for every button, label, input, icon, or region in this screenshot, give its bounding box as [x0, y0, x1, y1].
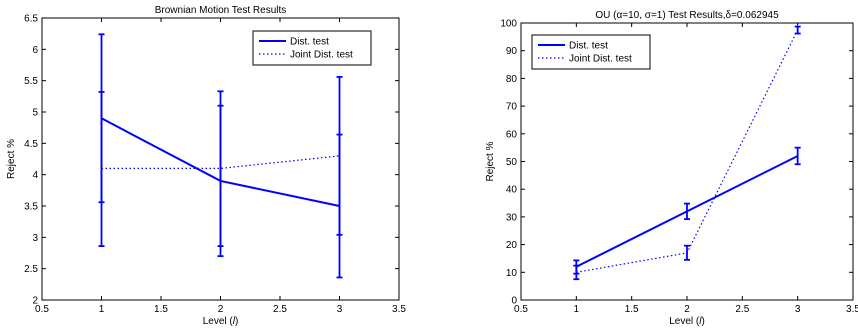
y-tick-label: 10 [506, 268, 518, 279]
x-tick-label: 2.5 [735, 304, 749, 315]
y-tick-label: 4.5 [24, 139, 38, 150]
y-tick-label: 70 [506, 102, 518, 113]
x-axis-label: Level (l) [669, 316, 705, 327]
y-tick-label: 6.5 [24, 14, 38, 25]
y-tick-label: 80 [506, 74, 518, 85]
y-axis-label: Reject % [6, 139, 17, 179]
x-axis-label-end: ) [701, 316, 704, 327]
x-tick-label: 1 [574, 304, 580, 315]
x-tick-label: 1.5 [625, 304, 639, 315]
x-tick-label: 3 [795, 304, 801, 315]
x-axis-label-var: l [233, 316, 236, 327]
x-tick-label: 0.5 [35, 304, 49, 315]
y-tick-label: 3.5 [24, 202, 38, 213]
y-tick-label: 2 [32, 296, 38, 307]
y-tick-label: 90 [506, 46, 518, 57]
y-tick-label: 5.5 [24, 76, 38, 87]
y-tick-label: 20 [506, 240, 518, 251]
chart-title: OU (α=10, σ=1) Test Results,δ=0.062945 [595, 10, 779, 21]
y-tick-label: 50 [506, 157, 518, 168]
y-tick-label: 100 [500, 19, 517, 30]
x-axis-label: Level (l) [203, 316, 239, 327]
x-tick-label: 3.5 [392, 304, 406, 315]
y-tick-label: 6 [32, 45, 38, 56]
y-tick-label: 0 [511, 296, 517, 307]
y-axis-label: Reject % [485, 141, 496, 181]
chart-title: Brownian Motion Test Results [155, 5, 287, 16]
y-tick-label: 30 [506, 212, 518, 223]
x-tick-label: 3.5 [846, 304, 858, 315]
y-tick-label: 3 [32, 233, 38, 244]
x-axis-label-text: Level ( [669, 316, 700, 327]
x-axis-label-end: ) [235, 316, 238, 327]
x-tick-label: 3 [337, 304, 343, 315]
x-tick-label: 2.5 [273, 304, 287, 315]
legend-entry: Joint Dist. test [290, 50, 353, 61]
legend-entry: Dist. test [569, 41, 608, 52]
legend-box [252, 30, 372, 66]
x-tick-label: 0.5 [514, 304, 528, 315]
y-tick-label: 5 [32, 108, 38, 119]
x-axis-label-var: l [699, 316, 702, 327]
legend-box [531, 34, 651, 70]
chart-2: 0.5 1 1.5 2 2.5 3 3.5 0 10 20 30 40 50 60 70 80 90 100 OU … [485, 10, 858, 327]
y-tick-label: 60 [506, 129, 518, 140]
chart-1: 0.5 1 1.5 2 2.5 3 3.5 2 2.5 3 3.5 4 4.5 5 5.5 6 6.5 Brown… [6, 5, 406, 327]
y-tick-label: 4 [32, 170, 38, 181]
y-tick-label: 2.5 [24, 264, 38, 275]
x-axis-label-text: Level ( [203, 316, 234, 327]
legend-entry: Joint Dist. test [569, 54, 632, 65]
legend-entry: Dist. test [290, 37, 329, 48]
x-tick-label: 1.5 [154, 304, 168, 315]
y-tick-label: 40 [506, 185, 518, 196]
x-tick-label: 2 [218, 304, 224, 315]
x-tick-label: 2 [684, 304, 690, 315]
x-tick-label: 1 [99, 304, 105, 315]
